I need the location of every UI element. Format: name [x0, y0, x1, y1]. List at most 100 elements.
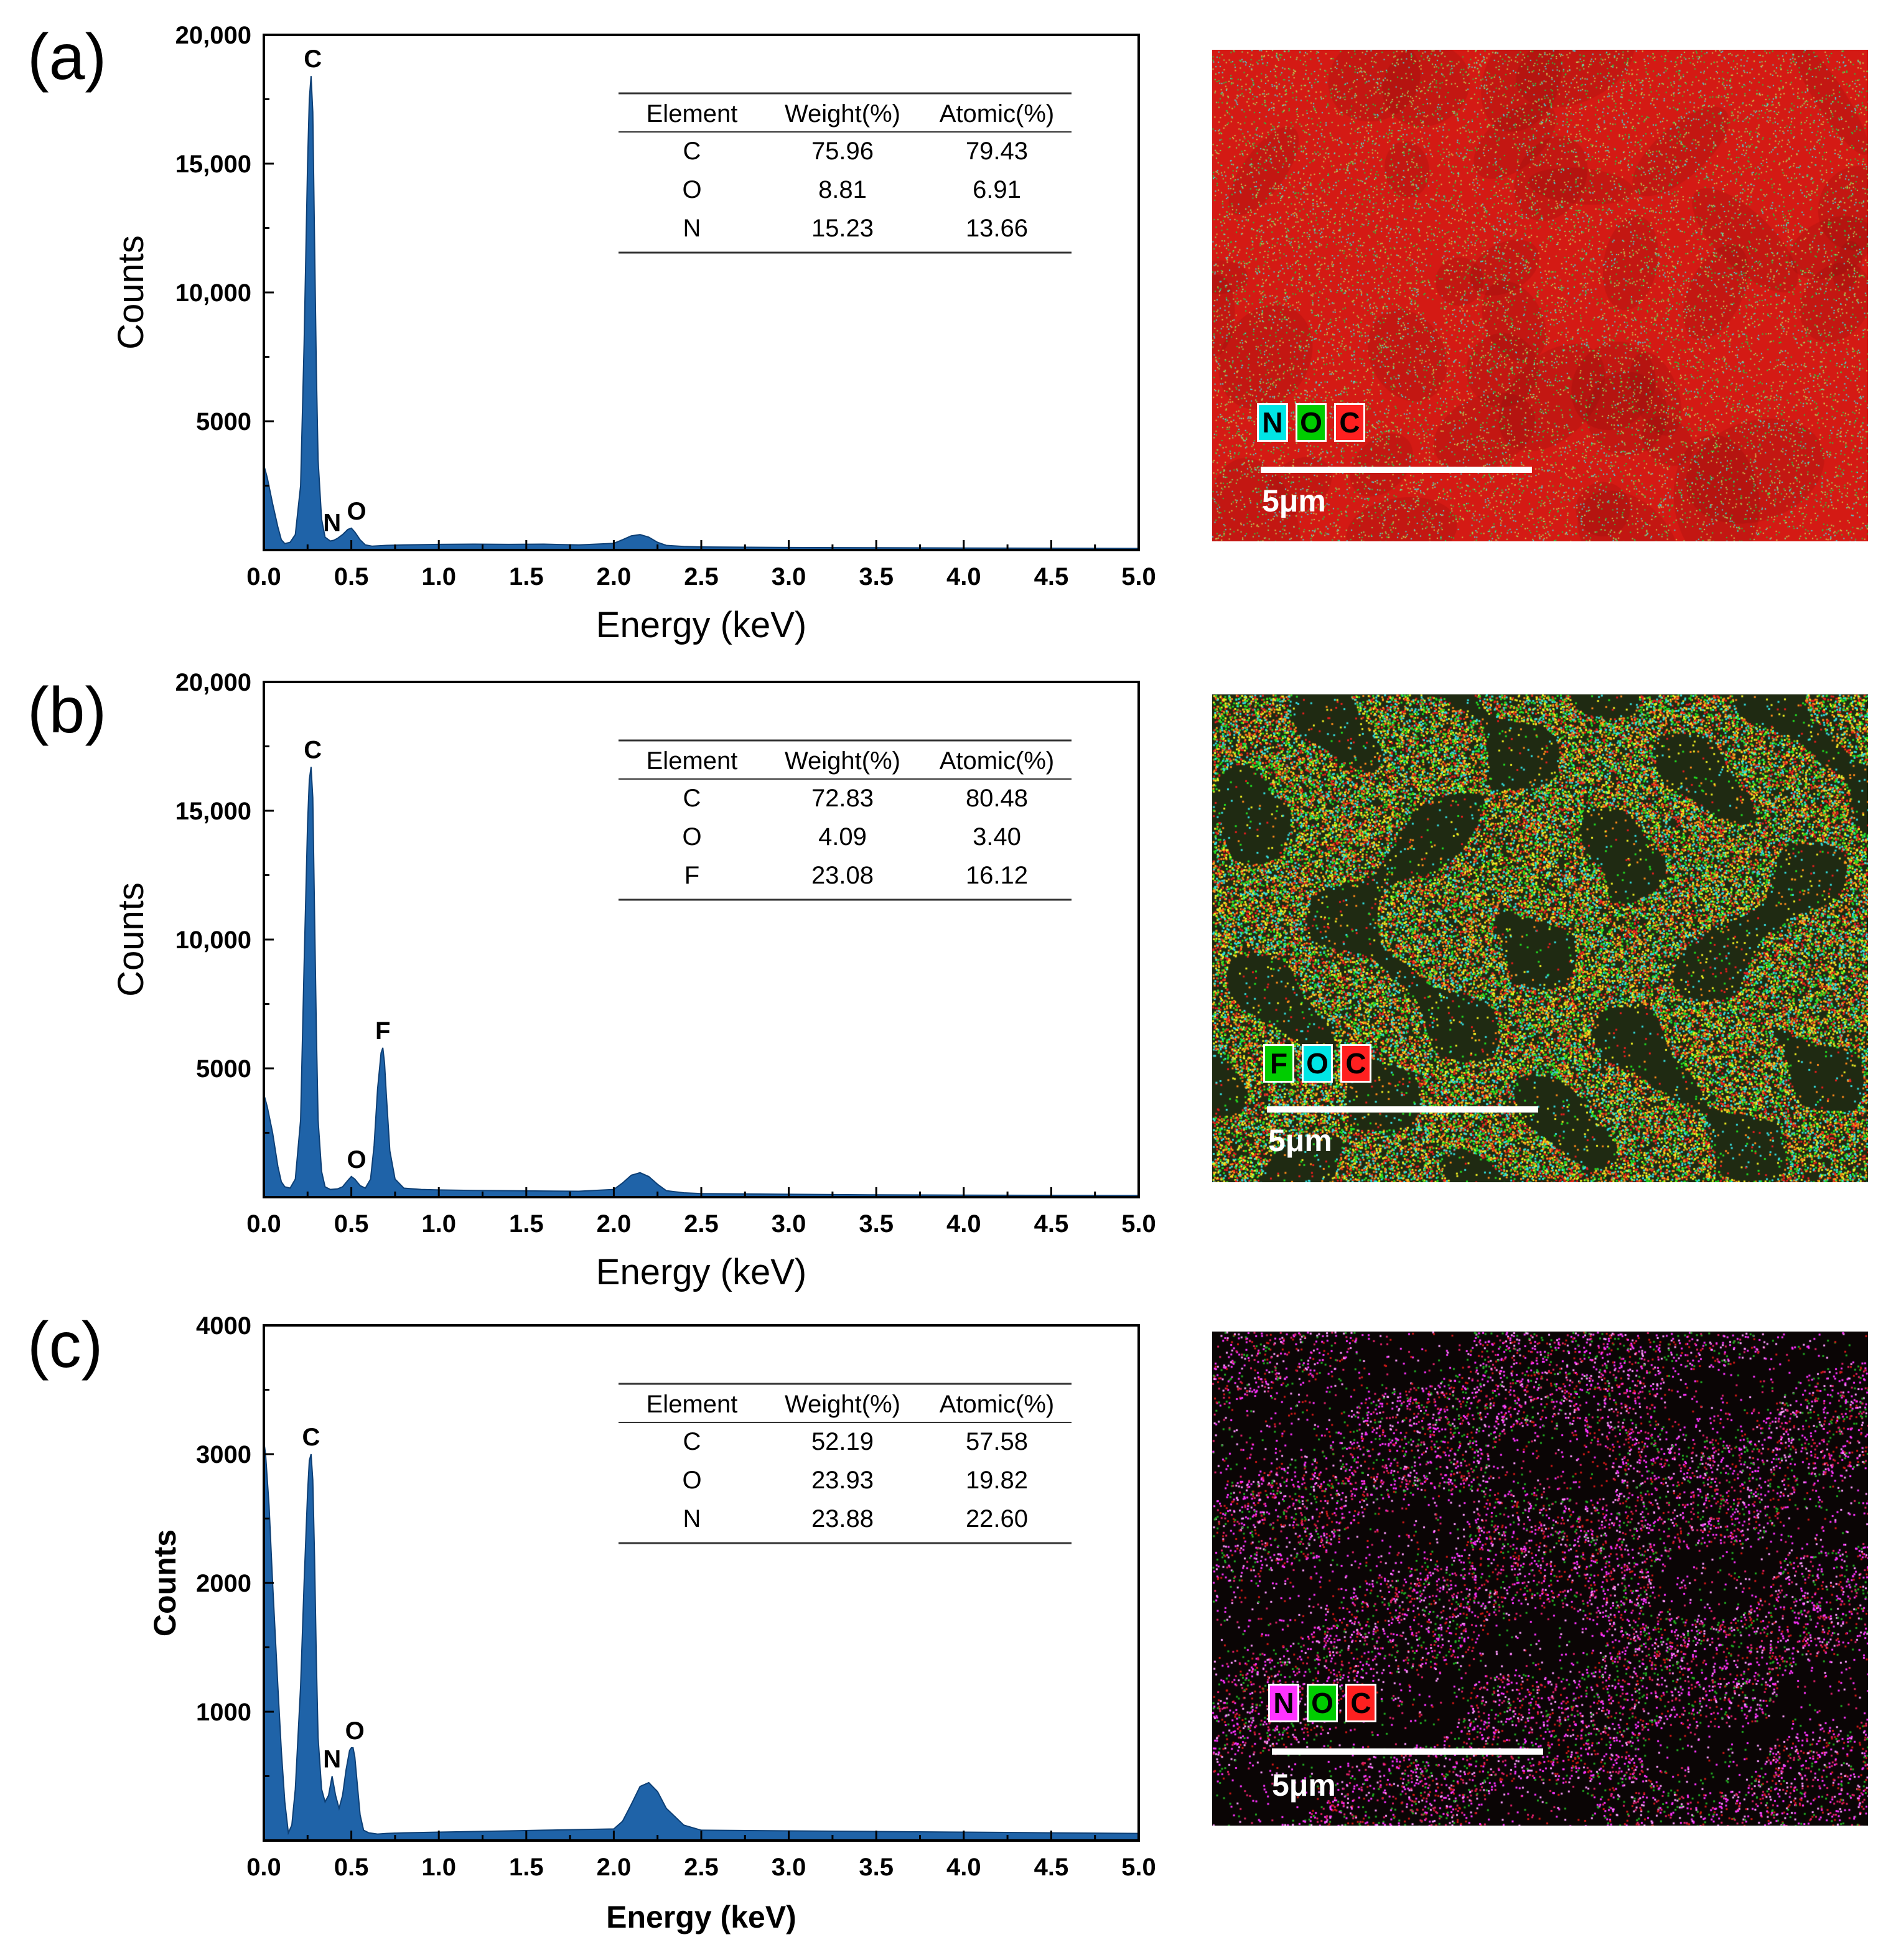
x-tick-label: 1.0 — [421, 1210, 456, 1238]
x-axis-label: Energy (keV) — [606, 1900, 796, 1934]
table-cell: 8.81 — [818, 176, 867, 203]
legend-n: N — [1268, 1684, 1299, 1722]
legend-o: O — [1302, 1044, 1333, 1083]
scale-bar — [1267, 1106, 1538, 1113]
table-cell: 19.82 — [966, 1467, 1028, 1494]
y-axis-label: Counts — [147, 1529, 182, 1636]
x-tick-label: 5.0 — [1121, 563, 1156, 590]
x-tick-label: 3.0 — [772, 1854, 806, 1881]
x-tick-label: 3.5 — [859, 1210, 894, 1238]
x-tick-label: 3.5 — [859, 1854, 894, 1881]
edx-map-a: N O C 5μm — [1212, 50, 1868, 541]
peak-label: C — [302, 1424, 320, 1451]
x-tick-label: 1.0 — [421, 563, 456, 590]
x-tick-label: 2.5 — [684, 1854, 719, 1881]
legend-c: C — [1345, 1684, 1376, 1722]
peak-label: N — [323, 509, 341, 536]
x-tick-label: 3.0 — [772, 563, 806, 590]
x-tick-label: 2.0 — [597, 1854, 632, 1881]
table-cell: 23.93 — [811, 1467, 874, 1494]
spectrum-area — [263, 76, 1139, 551]
y-tick-label: 15,000 — [175, 798, 251, 825]
x-tick-label: 4.0 — [946, 1210, 981, 1238]
peak-label: O — [347, 1146, 366, 1174]
y-tick-label: 5000 — [196, 1055, 251, 1083]
table-header: Element — [647, 1391, 738, 1418]
x-tick-label: 2.5 — [684, 1210, 719, 1238]
legend-o: O — [1307, 1684, 1338, 1722]
peak-label: C — [304, 737, 322, 764]
table-cell: O — [682, 823, 701, 851]
map-legend: N O C — [1257, 403, 1365, 442]
x-tick-label: 2.0 — [597, 563, 632, 590]
table-header: Atomic(%) — [940, 1391, 1054, 1418]
x-tick-label: 5.0 — [1121, 1854, 1156, 1881]
table-cell: 23.08 — [811, 862, 874, 889]
table-cell: C — [683, 1428, 701, 1455]
x-tick-label: 4.5 — [1034, 1210, 1069, 1238]
x-tick-label: 4.0 — [946, 1854, 981, 1881]
table-cell: 16.12 — [966, 862, 1028, 889]
scale-label: 5μm — [1272, 1768, 1336, 1803]
table-cell: O — [682, 176, 701, 203]
edx-map-image — [1212, 694, 1868, 1182]
table-cell: 23.88 — [811, 1505, 874, 1533]
scale-label: 5μm — [1262, 483, 1326, 518]
x-tick-label: 2.0 — [597, 1210, 632, 1238]
y-tick-label: 5000 — [196, 408, 251, 436]
x-tick-label: 4.5 — [1034, 1854, 1069, 1881]
y-axis-label: Counts — [111, 882, 151, 997]
x-tick-label: 0.5 — [334, 1210, 369, 1238]
panel-label-a: (a) — [27, 21, 107, 93]
y-tick-label: 3000 — [196, 1441, 251, 1468]
x-tick-label: 0.5 — [334, 1854, 369, 1881]
x-tick-label: 0.0 — [246, 563, 281, 590]
edx-spectrum-c: 0.0 0.5 1.0 1.5 2.0 2.5 3.0 3.5 4.0 4.5 5.0 1000 200… — [147, 1312, 1156, 1934]
table-cell: 79.43 — [966, 138, 1028, 165]
edx-map-image — [1212, 1332, 1868, 1826]
panel-label-c: (c) — [27, 1309, 103, 1381]
x-tick-label: 4.5 — [1034, 563, 1069, 590]
table-cell: 57.58 — [966, 1428, 1028, 1455]
map-legend: N O C — [1268, 1684, 1376, 1722]
y-tick-label: 2000 — [196, 1570, 251, 1597]
peak-label: F — [375, 1017, 390, 1045]
edx-map-b: F O C 5μm — [1212, 694, 1868, 1182]
panel-label-b: (b) — [27, 674, 107, 747]
x-tick-label: 3.0 — [772, 1210, 806, 1238]
edx-spectrum-b: 0.0 0.5 1.0 1.5 2.0 2.5 3.0 3.5 4.0 4.5 5.0 5000 10,… — [111, 669, 1156, 1292]
y-axis-label: Counts — [111, 235, 151, 350]
y-tick-label: 20,000 — [175, 669, 251, 696]
x-tick-label: 4.0 — [946, 563, 981, 590]
spectrum-area — [263, 1441, 1139, 1841]
y-tick-label: 15,000 — [175, 151, 251, 178]
legend-c: C — [1340, 1044, 1371, 1083]
x-tick-label: 1.5 — [509, 1210, 544, 1238]
y-tick-label: 4000 — [196, 1312, 251, 1340]
table-cell: 4.09 — [818, 823, 867, 851]
legend-n: N — [1257, 403, 1288, 442]
legend-o: O — [1296, 403, 1327, 442]
table-cell: 22.60 — [966, 1505, 1028, 1533]
x-tick-label: 1.5 — [509, 563, 544, 590]
table-header: Atomic(%) — [940, 747, 1054, 775]
table-cell: 72.83 — [811, 785, 874, 812]
spectrum-area — [263, 767, 1139, 1198]
edx-spectrum-a: 0.0 0.5 1.0 1.5 2.0 2.5 3.0 3.5 4.0 4.5 5.0 5000 10,… — [111, 22, 1156, 645]
y-tick-label: 20,000 — [175, 22, 251, 49]
x-tick-label: 5.0 — [1121, 1210, 1156, 1238]
x-axis-label: Energy (keV) — [596, 1252, 806, 1292]
table-cell: 6.91 — [973, 176, 1021, 203]
y-tick-label: 10,000 — [175, 279, 251, 307]
table-header: Weight(%) — [785, 747, 900, 775]
table-cell: N — [683, 1505, 701, 1533]
x-tick-label: 1.5 — [509, 1854, 544, 1881]
edx-map-image — [1212, 50, 1868, 541]
x-tick-label: 3.5 — [859, 563, 894, 590]
table-header: Weight(%) — [785, 100, 900, 128]
y-tick-label: 1000 — [196, 1699, 251, 1726]
table-cell: O — [682, 1467, 701, 1494]
x-tick-label: 1.0 — [421, 1854, 456, 1881]
table-header: Element — [647, 100, 738, 128]
x-tick-label: 0.0 — [246, 1210, 281, 1238]
